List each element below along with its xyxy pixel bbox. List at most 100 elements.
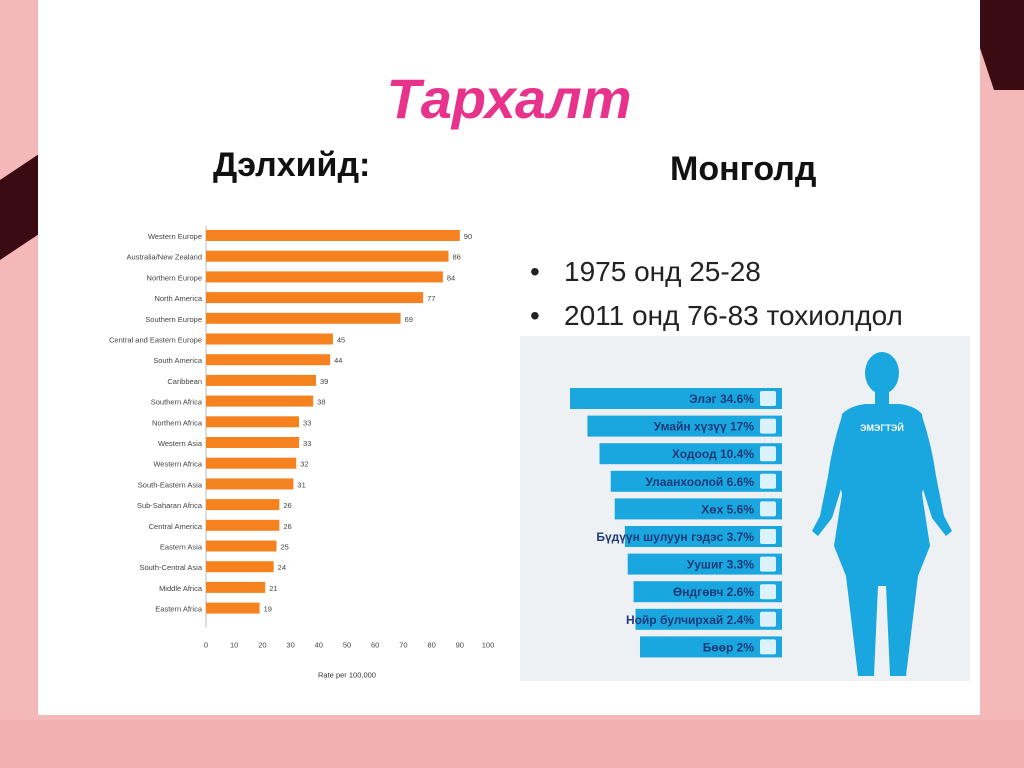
bar-value-label: 31 (297, 480, 305, 489)
bar-value-label: 38 (317, 398, 325, 407)
category-label: Northern Europe (147, 273, 202, 282)
bar-value-label: 86 (453, 253, 461, 262)
bullet-item: • 2011 онд 76-83 тохиолдол (530, 294, 903, 338)
x-tick-label: 70 (399, 640, 407, 649)
bar (206, 499, 280, 511)
bar (206, 457, 297, 469)
bar (206, 271, 443, 283)
bar (206, 561, 274, 573)
x-tick-label: 60 (371, 640, 379, 649)
world-heading: Дэлхийд: (213, 146, 371, 184)
bar-value-label: 19 (264, 605, 272, 614)
mongolia-infographic: Элэг 34.6% Умайн хүзүү 17% Ходоод 10.4% Ула… (520, 336, 970, 681)
pancreas-icon (760, 611, 776, 627)
category-label: Western Africa (153, 460, 202, 469)
cancer-bar (627, 553, 782, 575)
stomach-icon (760, 446, 776, 462)
bar-value-label: 33 (303, 418, 311, 427)
cervix-icon (760, 418, 776, 434)
x-tick-label: 20 (258, 640, 266, 649)
cancer-bar-label: Умайн хүзүү 17% (654, 420, 755, 434)
category-label: Eastern Africa (155, 605, 203, 614)
bar (206, 437, 300, 448)
x-tick-label: 10 (230, 640, 238, 649)
x-tick-label: 50 (343, 640, 351, 649)
bullet-item: • 1975 онд 25-28 (530, 250, 903, 294)
x-axis-title: Rate per 100,000 (318, 670, 376, 679)
category-label: Australia/New Zealand (127, 253, 202, 262)
bar-value-label: 25 (281, 543, 289, 552)
kidney-icon (760, 639, 776, 655)
slide-title: Тархалт (386, 67, 632, 130)
bar (206, 354, 331, 366)
bar-value-label: 33 (303, 439, 311, 448)
bar (206, 312, 401, 324)
bar-value-label: 32 (300, 460, 308, 469)
category-label: Eastern Asia (160, 543, 203, 552)
category-label: Southern Africa (151, 398, 203, 407)
slide: Тархалт Дэлхийд: Монголд • 1975 онд 25-28… (38, 0, 980, 715)
bar (206, 519, 280, 531)
cancer-bar-label: Ходоод 10.4% (672, 447, 754, 461)
cancer-bar (635, 608, 782, 630)
bar-value-label: 45 (337, 336, 345, 345)
bullet-text: 2011 онд 76-83 тохиолдол (564, 300, 903, 331)
category-label: Northern Africa (152, 418, 203, 427)
category-label: Middle Africa (159, 584, 203, 593)
category-label: Central and Eastern Europe (109, 336, 202, 345)
bar (206, 250, 449, 262)
bullet-dot-icon: • (530, 256, 540, 287)
cancer-bar (614, 498, 782, 520)
cancer-bar-label: Нойр булчирхай 2.4% (626, 613, 754, 627)
cancer-bar-label: Уушиг 3.3% (687, 558, 755, 572)
x-tick-label: 40 (315, 640, 323, 649)
world-incidence-bar-chart: Western Europe 90 Australia/New Zealand 86 N… (109, 226, 494, 679)
cancer-bar-label: Бүдүүн шулуун гэдэс 3.7% (596, 530, 754, 544)
bar (206, 292, 424, 304)
bar (206, 478, 294, 490)
ovary-icon (760, 584, 776, 600)
bar-value-label: 21 (269, 584, 277, 593)
bar-value-label: 69 (405, 315, 413, 324)
bar (206, 416, 300, 428)
esophagus-icon (760, 473, 776, 489)
female-silhouette-icon (812, 352, 952, 676)
figure-label: ЭМЭГТЭЙ (860, 422, 904, 433)
category-label: South-Eastern Asia (138, 480, 203, 489)
mongolia-heading: Монголд (670, 150, 817, 188)
bullet-dot-icon: • (530, 300, 540, 331)
bar-value-label: 26 (283, 522, 291, 531)
bar-value-label: 77 (427, 294, 435, 303)
cancer-bar (599, 443, 782, 465)
mongolia-cancer-bar-chart: Элэг 34.6% Умайн хүзүү 17% Ходоод 10.4% Ула… (570, 352, 952, 676)
lungs-icon (760, 556, 776, 572)
category-label: North America (154, 294, 202, 303)
cancer-bar (587, 415, 782, 437)
category-label: Caribbean (167, 377, 202, 386)
breast-icon (760, 501, 776, 517)
bar-value-label: 44 (334, 356, 342, 365)
x-tick-label: 0 (204, 640, 208, 649)
cancer-bar-label: Улаанхоолой 6.6% (645, 475, 754, 489)
bar-value-label: 39 (320, 377, 328, 386)
mongolia-bullet-list: • 1975 онд 25-28 • 2011 онд 76-83 тохиолдо… (530, 250, 903, 338)
liver-icon (760, 391, 776, 406)
cancer-bar (570, 388, 782, 409)
x-tick-label: 90 (456, 640, 464, 649)
cancer-bar-label: Хөх 5.6% (701, 502, 754, 516)
bar (206, 540, 277, 552)
bar (206, 395, 314, 407)
category-label: Western Asia (158, 439, 203, 448)
bar (206, 374, 316, 386)
cancer-bar (610, 470, 782, 492)
bar (206, 230, 460, 241)
bar (206, 581, 266, 593)
cancer-bar-label: Бөөр 2% (703, 640, 755, 654)
bar-value-label: 24 (278, 563, 286, 572)
bar-value-label: 26 (283, 501, 291, 510)
category-label: Central America (149, 522, 203, 531)
cancer-bar-label: Элэг 34.6% (689, 392, 754, 406)
bar-value-label: 84 (447, 273, 455, 282)
cancer-bar (624, 526, 782, 547)
category-label: Sub-Saharan Africa (137, 501, 203, 510)
